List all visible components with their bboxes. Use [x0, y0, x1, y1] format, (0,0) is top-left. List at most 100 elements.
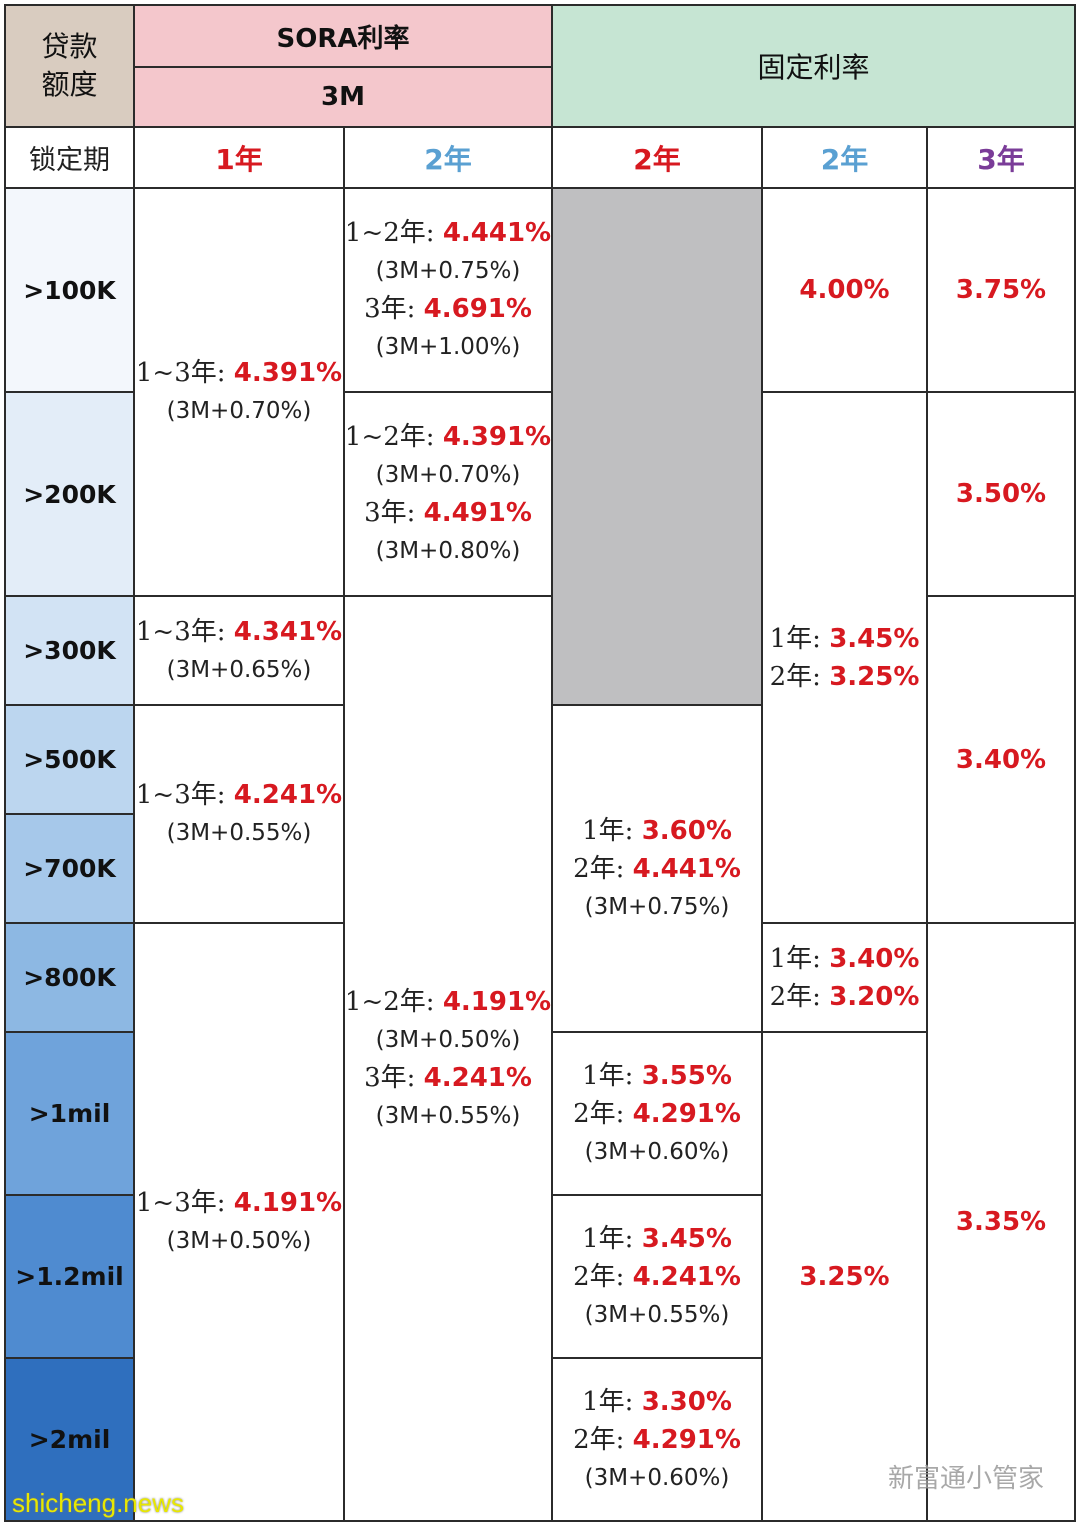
rate-line: 1~2年: 4.441% [345, 214, 551, 252]
fixed-3y-200k: 3.50% [926, 391, 1076, 597]
rate-line: 2年: 4.291% [573, 1421, 741, 1459]
loan-amount-header: 贷款 额度 [4, 4, 135, 128]
spread-note: (3M+0.55%) [584, 1301, 730, 1328]
sora-1y-100k-200k: 1~3年: 4.391% (3M+0.70%) [133, 187, 345, 597]
rate-line: 2年: 4.291% [573, 1095, 741, 1133]
rate-value: 3.45% [829, 623, 920, 654]
fixed-2y-1mil: 1年: 3.55% 2年: 4.291% (3M+0.60%) [551, 1031, 763, 1196]
spread-note: (3M+0.55%) [375, 1102, 521, 1129]
rate-term: 1~3年: [135, 780, 234, 810]
rate-value: 3.40% [829, 943, 920, 974]
rate-line: 1年: 3.30% [582, 1383, 732, 1421]
rate-value: 4.341% [233, 616, 343, 647]
fixed-2y-b-1mil-2mil: 3.25% [761, 1031, 928, 1522]
rate-line: 1~3年: 4.391% [136, 354, 342, 392]
fixed-2y-1.2mil: 1年: 3.45% 2年: 4.241% (3M+0.55%) [551, 1194, 763, 1359]
rate-value: 3.25% [799, 1261, 890, 1292]
fixed-3y-800k-2mil: 3.35% [926, 922, 1076, 1522]
rate-value: 4.241% [632, 1261, 741, 1292]
loan-amount-8: >2mil [4, 1357, 135, 1522]
spread-note: (3M+1.00%) [375, 334, 521, 360]
lock-period-2: 2年 [551, 126, 763, 189]
sora-rate-header: SORA利率 [133, 4, 553, 68]
rate-value: 4.191% [442, 986, 552, 1017]
rate-term: 1~2年: [344, 218, 443, 248]
fixed-3y-100k: 3.75% [926, 187, 1076, 393]
fixed-2y-500k-800k: 1年: 3.60% 2年: 4.441% (3M+0.75%) [551, 704, 763, 1033]
rate-value: 3.75% [955, 275, 1047, 305]
rate-line: 2年: 4.241% [573, 1258, 741, 1296]
fixed-2y-unavailable [551, 187, 763, 706]
loan-amount-0: >100K [4, 187, 135, 393]
rate-line: 1~3年: 4.241% [136, 776, 342, 814]
rate-term: 1~2年: [344, 986, 443, 1017]
rate-value: 4.291% [632, 1424, 741, 1455]
spread-note: (3M+0.80%) [375, 538, 521, 564]
rate-value: 3.40% [955, 744, 1047, 775]
lock-period-0: 1年 [133, 126, 345, 189]
sora-1y-300k: 1~3年: 4.341% (3M+0.65%) [133, 595, 345, 706]
fixed-2y-b-100k: 4.00% [761, 187, 928, 393]
rate-value: 4.291% [632, 1098, 741, 1129]
loan-amount-1: >200K [4, 391, 135, 597]
fixed-2y-b-800k: 1年: 3.40% 2年: 3.20% [761, 922, 928, 1033]
spread-note: (3M+0.50%) [166, 1228, 312, 1254]
loan-amount-2: >300K [4, 595, 135, 706]
sora-2y-300k-2mil: 1~2年: 4.191% (3M+0.50%) 3年: 4.241% (3M+0.55… [343, 595, 553, 1522]
rate-line: 3年: 4.691% [364, 290, 532, 328]
rate-line: 2年: 3.25% [770, 658, 920, 696]
rate-value: 3.35% [955, 1207, 1047, 1237]
rate-value: 4.391% [233, 358, 343, 388]
rate-line: 1年: 3.55% [582, 1057, 732, 1095]
spread-note: (3M+0.75%) [375, 258, 521, 284]
rate-value: 3.50% [955, 479, 1047, 509]
spread-note: (3M+0.50%) [375, 1026, 521, 1053]
rate-term: 1年: [582, 1060, 642, 1091]
rate-term: 3年: [364, 294, 424, 324]
rate-value: 4.691% [423, 294, 532, 324]
spread-note: (3M+0.60%) [584, 1464, 730, 1491]
rate-term: 1~2年: [344, 422, 443, 452]
rate-line: 1~2年: 4.191% [345, 983, 551, 1021]
sora-2y-100k: 1~2年: 4.441% (3M+0.75%) 3年: 4.691% (3M+1.00… [343, 187, 553, 393]
rate-term: 2年: [573, 853, 633, 884]
rate-line: 3年: 4.241% [364, 1059, 532, 1097]
spread-note: (3M+0.70%) [166, 398, 312, 424]
rate-value: 4.191% [233, 1188, 343, 1218]
spread-note: (3M+0.55%) [166, 820, 312, 846]
rate-value: 4.441% [632, 853, 741, 884]
rate-line: 1~3年: 4.341% [136, 613, 342, 651]
rate-line: 1年: 3.40% [770, 940, 920, 978]
rate-term: 2年: [573, 1424, 633, 1455]
sora-2y-200k: 1~2年: 4.391% (3M+0.70%) 3年: 4.491% (3M+0.80… [343, 391, 553, 597]
rate-value: 4.241% [233, 780, 343, 810]
rate-line: 3年: 4.491% [364, 494, 532, 532]
rate-value: 3.60% [641, 815, 732, 846]
sora-tenor-header: 3M [133, 66, 553, 128]
rate-value: 3.20% [829, 981, 920, 1012]
rate-term: 1年: [769, 943, 830, 974]
lock-period-label: 锁定期 [4, 126, 135, 189]
rate-value: 3.30% [641, 1386, 732, 1417]
loan-amount-7: >1.2mil [4, 1194, 135, 1359]
loan-amount-label-2: 额度 [41, 68, 98, 101]
fixed-2y-b-200k-700k: 1年: 3.45% 2年: 3.25% [761, 391, 928, 924]
rate-line: 1年: 3.60% [582, 812, 732, 850]
watermark-site: shicheng.news [12, 1488, 184, 1518]
spread-note: (3M+0.70%) [375, 462, 521, 488]
fixed-2y-2mil: 1年: 3.30% 2年: 4.291% (3M+0.60%) [551, 1357, 763, 1522]
rate-value: 3.25% [829, 661, 920, 692]
rate-term: 1年: [582, 1386, 642, 1417]
rate-term: 2年: [769, 661, 830, 692]
loan-amount-label-1: 贷款 [41, 30, 98, 63]
sora-1y-500k-700k: 1~3年: 4.241% (3M+0.55%) [133, 704, 345, 924]
rate-term: 1年: [582, 815, 642, 846]
lock-period-4: 3年 [926, 126, 1076, 189]
rate-term: 1~3年: [135, 616, 234, 647]
rate-value: 4.391% [442, 422, 552, 452]
rate-line: 2年: 3.20% [770, 978, 920, 1016]
rate-term: 1~3年: [135, 358, 234, 388]
spread-note: (3M+0.60%) [584, 1138, 730, 1165]
loan-amount-5: >800K [4, 922, 135, 1033]
rate-line: 1年: 3.45% [770, 620, 920, 658]
